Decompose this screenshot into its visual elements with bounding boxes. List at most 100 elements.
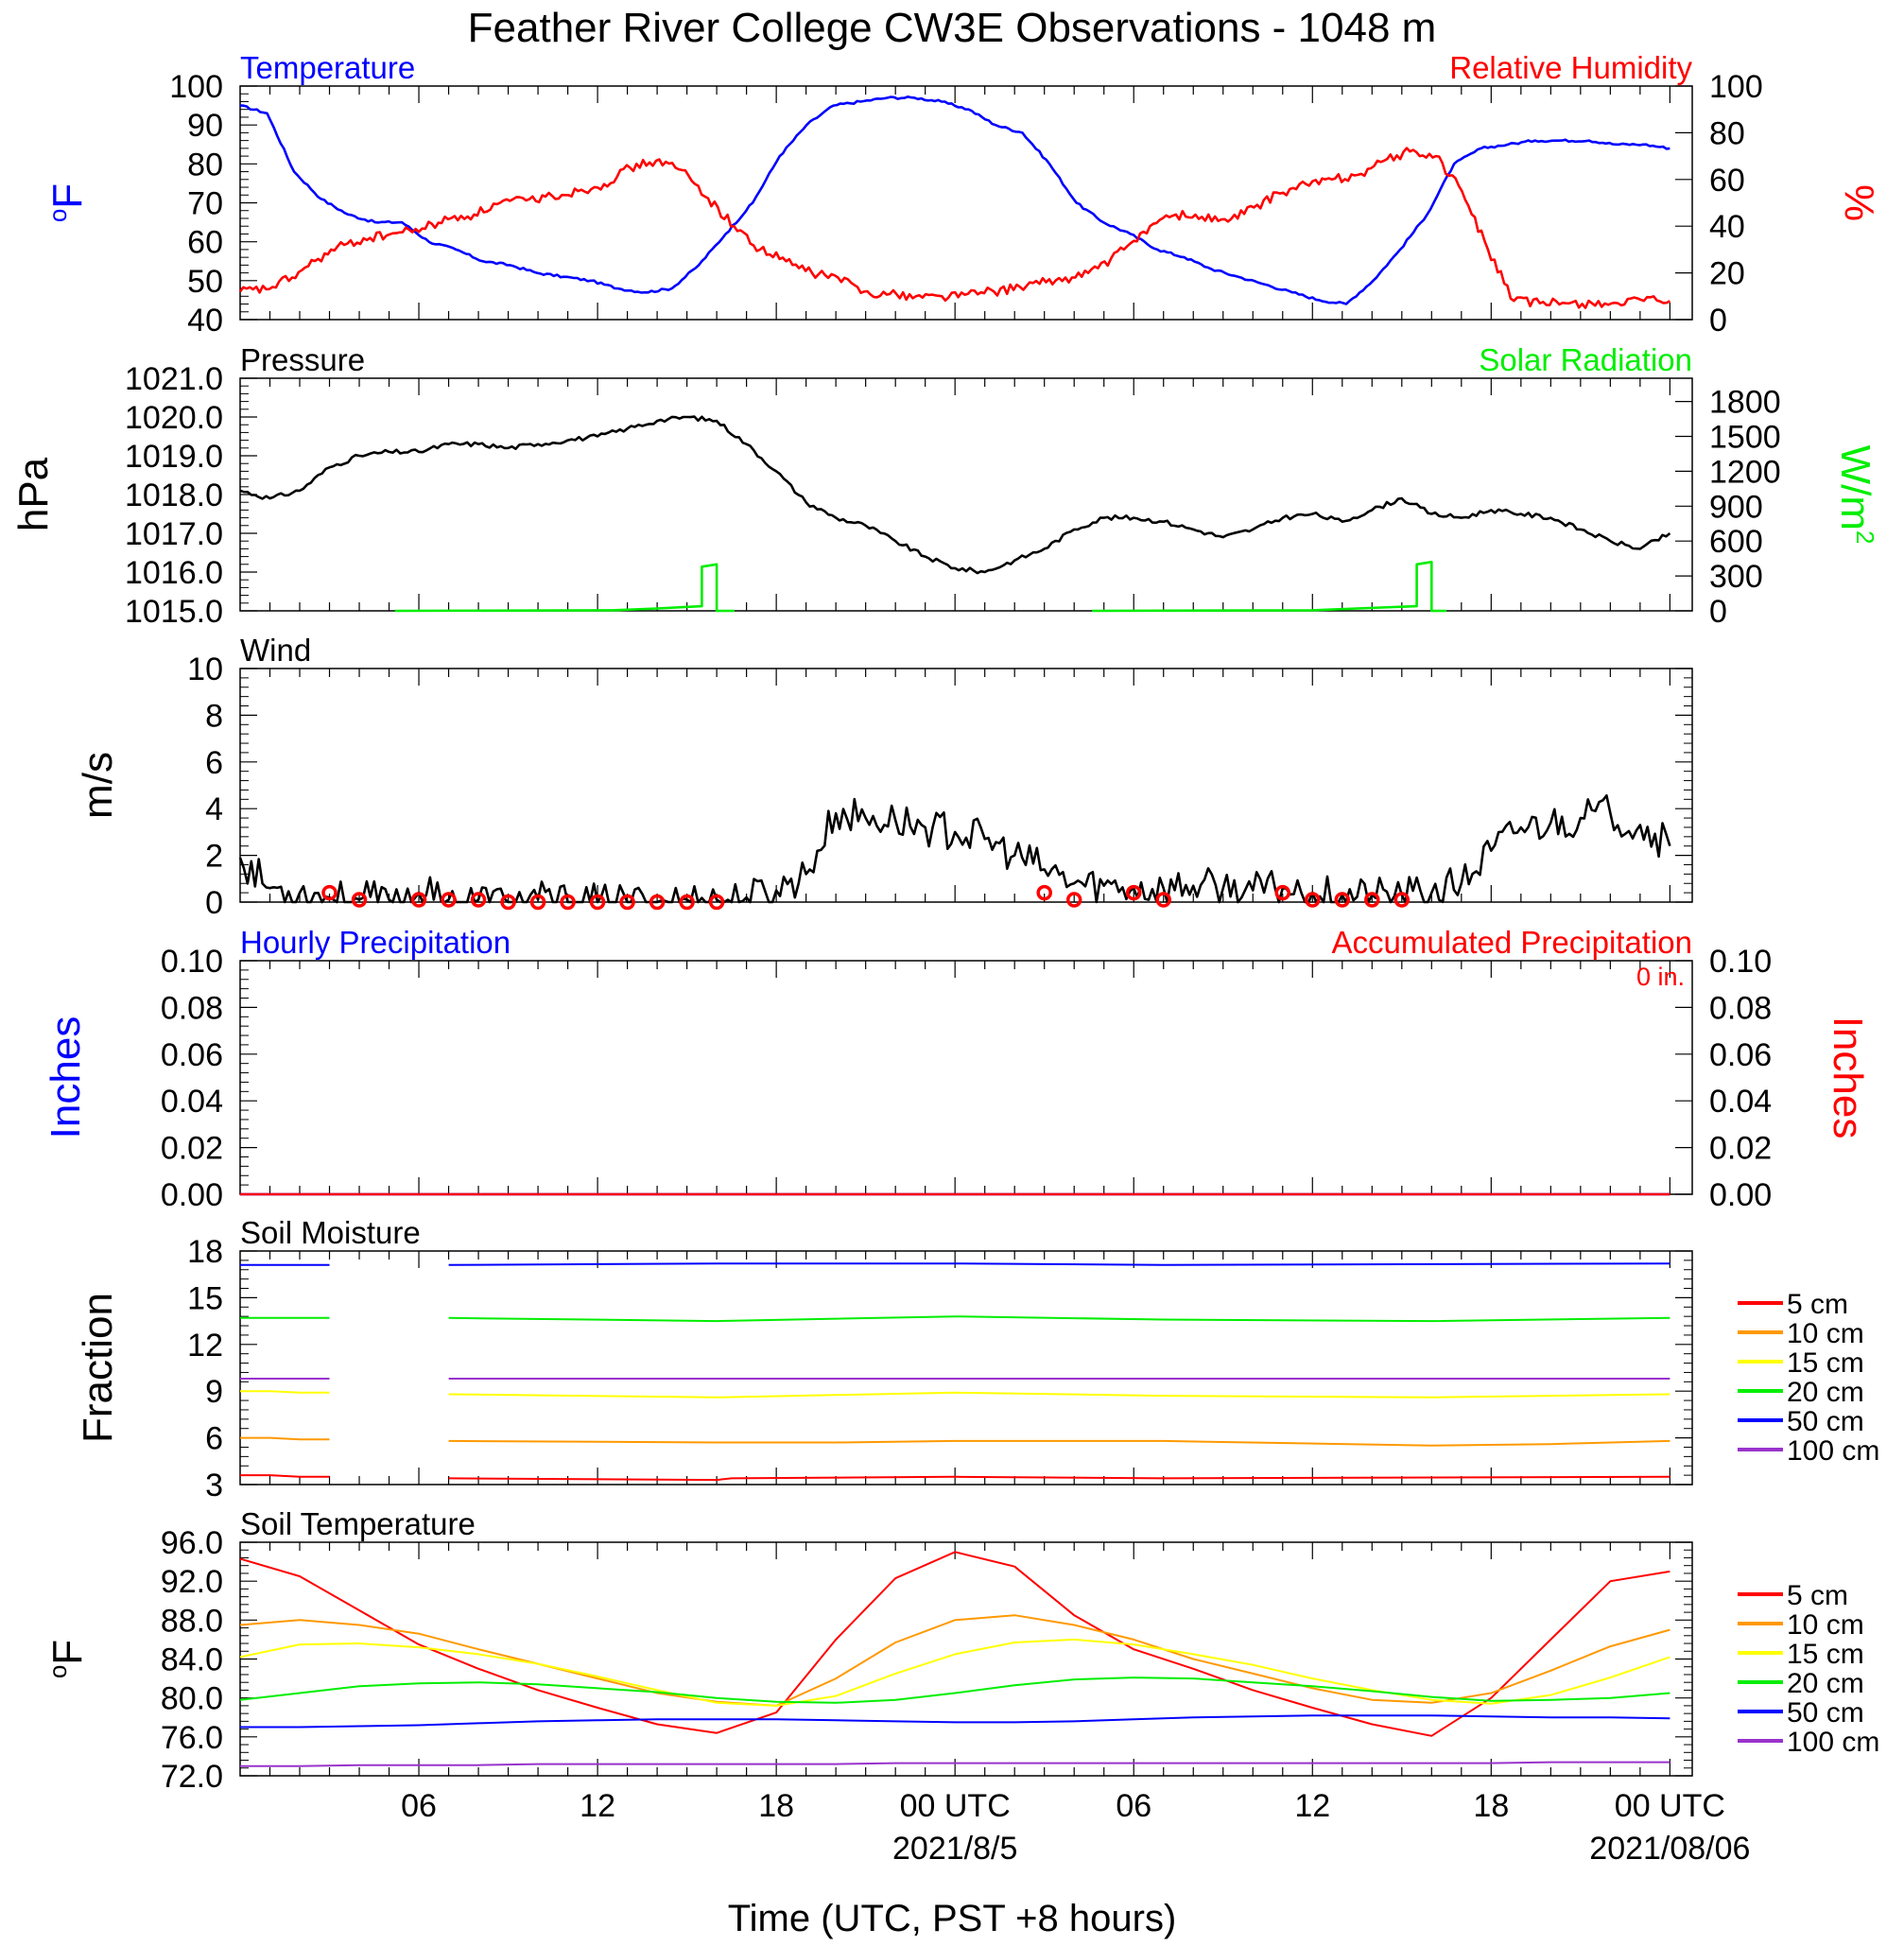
x-date-label: 2021/08/06	[1589, 1831, 1750, 1867]
series-15-cm	[240, 1390, 1670, 1399]
y-tick-label-right: 0	[1709, 594, 1727, 630]
panel-title-left: Temperature	[240, 50, 415, 85]
y-tick-label-right: 1800	[1709, 385, 1781, 421]
series-100-cm	[240, 1761, 1670, 1767]
wind-calm-marker	[1393, 892, 1411, 908]
legend-label: 50 cm	[1787, 1406, 1864, 1437]
y-tick-label-left: 50	[187, 264, 223, 300]
y-tick-label-right: 600	[1709, 524, 1763, 560]
legend-label: 10 cm	[1787, 1318, 1864, 1349]
wind-calm-marker	[589, 894, 606, 911]
precip-annotation: 0 in.	[1636, 963, 1685, 991]
series-blue	[239, 96, 1670, 305]
y-tick-label-right: 900	[1709, 489, 1763, 525]
y-axis-label-left: hPa	[10, 457, 57, 531]
y-tick-label-left: 0.08	[161, 990, 223, 1026]
y-axis-label-right: W/m2	[1832, 445, 1879, 545]
panel-title-left: Soil Temperature	[240, 1506, 476, 1541]
panel-title-left: Pressure	[240, 342, 365, 377]
panel-pressure_solar: 1021.01020.01019.01018.01017.01016.01015…	[10, 342, 1879, 630]
series-black	[239, 415, 1671, 575]
y-tick-label-right: 0.10	[1709, 944, 1772, 980]
x-tick-label: 00 UTC	[900, 1788, 1011, 1824]
y-tick-label-left: 10	[187, 652, 223, 687]
y-tick-label-left: 96.0	[161, 1525, 223, 1561]
y-tick-label-right: 300	[1709, 559, 1763, 595]
legend-label: 20 cm	[1787, 1377, 1864, 1408]
y-tick-label-left: 8	[205, 698, 223, 734]
y-axis-label-left: m/s	[75, 752, 121, 819]
y-tick-label-left: 72.0	[161, 1759, 223, 1795]
x-tick-label: 00 UTC	[1615, 1788, 1725, 1824]
y-tick-label-right: 1500	[1709, 420, 1781, 456]
series-50-cm	[240, 1262, 1670, 1266]
y-axis-label-left: Fraction	[75, 1293, 121, 1443]
panel-title-left: Soil Moisture	[240, 1215, 421, 1250]
y-tick-label-left: 9	[205, 1374, 223, 1410]
legend-label: 50 cm	[1787, 1697, 1864, 1729]
y-tick-label-right: 1200	[1709, 454, 1781, 490]
y-tick-label-right: 0.04	[1709, 1084, 1772, 1120]
panel-frame	[239, 85, 1693, 321]
wind-calm-marker	[1364, 892, 1380, 908]
y-tick-label-left: 1016.0	[125, 555, 223, 591]
y-tick-label-left: 70	[187, 186, 223, 222]
y-tick-label-left: 3	[205, 1468, 223, 1503]
wind-calm-marker	[560, 894, 576, 911]
x-tick-label: 06	[1116, 1788, 1151, 1824]
panel-frame	[239, 960, 1693, 1195]
wind-calm-marker	[619, 894, 635, 911]
y-tick-label-left: 76.0	[161, 1720, 223, 1756]
legend-label: 5 cm	[1787, 1289, 1848, 1320]
series-10-cm	[239, 1614, 1670, 1707]
y-tick-label-left: 40	[187, 303, 223, 339]
panel-frame	[239, 377, 1693, 612]
chart-title: Feather River College CW3E Observations …	[468, 5, 1437, 51]
wind-calm-marker	[649, 894, 666, 911]
x-tick-label: 06	[401, 1788, 437, 1824]
y-axis-label-left: oF	[43, 183, 91, 222]
panel-wind: 10 8 6 4 2 0 Wind m/s	[75, 633, 1693, 921]
y-tick-label-left: 0.10	[161, 944, 223, 980]
panel-title-left: Wind	[240, 633, 311, 668]
y-tick-label-left: 80	[187, 147, 223, 182]
y-tick-label-left: 84.0	[161, 1642, 223, 1678]
y-tick-label-left: 0	[205, 885, 223, 921]
x-axis: 06 12 18 00 UTC 2021/8/5 06 12 18 00 UTC 2021/08/…	[401, 1788, 1750, 1867]
y-tick-label-left: 1018.0	[125, 478, 223, 513]
legend-label: 10 cm	[1787, 1609, 1864, 1641]
wind-calm-marker	[1036, 884, 1052, 901]
y-tick-label-left: 0.00	[161, 1177, 223, 1213]
y-tick-label-left: 0.02	[161, 1131, 223, 1167]
x-date-label: 2021/8/5	[892, 1831, 1017, 1867]
wind-calm-marker	[1155, 892, 1171, 908]
y-tick-label-left: 1019.0	[125, 439, 223, 475]
x-tick-label: 18	[758, 1788, 794, 1824]
legend-label: 100 cm	[1787, 1727, 1879, 1758]
wind-calm-marker	[679, 894, 695, 911]
series-15-cm	[239, 1638, 1670, 1707]
wind-calm-marker	[441, 892, 457, 908]
series-red	[238, 147, 1671, 309]
series-green	[394, 561, 1447, 613]
y-axis-label-right: %	[1836, 184, 1882, 221]
y-tick-label-left: 0.06	[161, 1037, 223, 1073]
wind-calm-marker	[470, 892, 487, 908]
y-tick-label-left: 0.04	[161, 1084, 223, 1120]
y-tick-label-right: 40	[1709, 209, 1745, 245]
y-tick-label-right: 0.00	[1709, 1177, 1772, 1213]
y-tick-label-left: 60	[187, 225, 223, 261]
series-black	[238, 794, 1671, 904]
y-tick-label-left: 1017.0	[125, 516, 223, 552]
y-tick-label-right: 100	[1709, 69, 1763, 105]
wind-calm-marker	[1274, 884, 1291, 901]
y-tick-label-left: 100	[169, 69, 223, 105]
y-tick-label-right: 20	[1709, 256, 1745, 292]
y-tick-label-left: 1021.0	[125, 361, 223, 397]
panel-title-right: Solar Radiation	[1479, 342, 1692, 377]
legend-label: 100 cm	[1787, 1435, 1879, 1467]
